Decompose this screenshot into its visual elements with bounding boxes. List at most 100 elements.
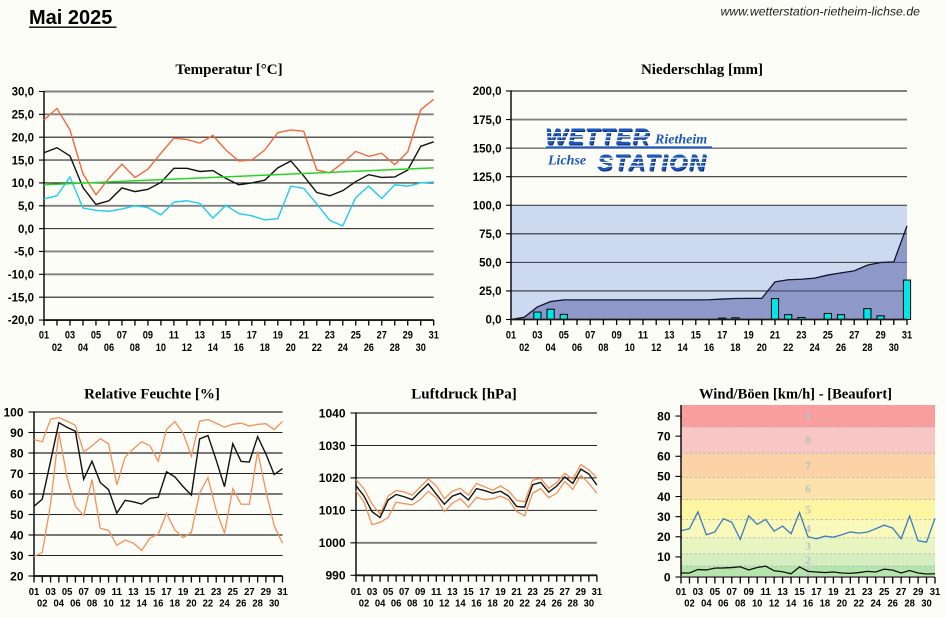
svg-text:30: 30 [657,510,671,524]
svg-text:29: 29 [913,587,924,598]
svg-text:30: 30 [921,598,932,609]
svg-text:08: 08 [598,342,608,354]
svg-text:10,0: 10,0 [12,178,34,190]
svg-text:21: 21 [770,330,780,342]
svg-text:16: 16 [803,598,814,609]
svg-text:1030: 1030 [319,439,346,453]
svg-text:11: 11 [638,330,648,342]
svg-text:05: 05 [62,587,73,598]
svg-text:19: 19 [828,587,839,598]
svg-text:12: 12 [651,342,661,354]
svg-text:24: 24 [810,342,821,354]
svg-text:21: 21 [194,587,205,598]
svg-text:31: 31 [592,587,603,598]
svg-text:14: 14 [786,598,797,609]
svg-text:05: 05 [559,330,569,342]
svg-text:04: 04 [546,342,557,354]
svg-text:02: 02 [52,342,62,354]
svg-text:22: 22 [854,598,865,609]
svg-text:10: 10 [752,598,763,609]
svg-text:11: 11 [760,587,771,598]
svg-text:40: 40 [657,490,671,504]
svg-text:Relative Feuchte [%]: Relative Feuchte [%] [84,387,220,403]
svg-text:175,0: 175,0 [473,115,502,127]
svg-text:08: 08 [130,342,140,354]
svg-text:24: 24 [535,598,546,609]
svg-text:18: 18 [260,342,270,354]
svg-text:09: 09 [95,587,106,598]
svg-text:-20,0: -20,0 [8,315,34,327]
svg-text:22: 22 [312,342,322,354]
svg-text:15: 15 [691,330,701,342]
svg-text:03: 03 [65,330,75,342]
svg-text:Rietheim: Rietheim [654,133,707,148]
svg-text:02: 02 [359,598,370,609]
svg-text:70: 70 [10,467,24,481]
svg-text:Lichse: Lichse [547,154,586,169]
svg-text:25,0: 25,0 [479,286,501,298]
svg-text:01: 01 [39,330,49,342]
svg-text:25,0: 25,0 [12,110,34,122]
svg-text:14: 14 [208,342,219,354]
svg-text:30: 30 [416,342,426,354]
svg-text:60: 60 [657,450,671,464]
svg-text:19: 19 [495,587,506,598]
svg-text:13: 13 [447,587,458,598]
svg-text:1010: 1010 [319,504,346,518]
svg-text:22: 22 [783,342,793,354]
svg-text:150,0: 150,0 [473,143,502,155]
svg-text:08: 08 [407,598,418,609]
svg-text:24: 24 [338,342,349,354]
svg-text:05: 05 [383,587,394,598]
svg-text:80: 80 [657,409,671,423]
svg-text:22: 22 [519,598,530,609]
svg-text:25: 25 [823,330,833,342]
svg-text:50: 50 [657,470,671,484]
svg-text:27: 27 [560,587,571,598]
svg-text:13: 13 [664,330,674,342]
svg-text:23: 23 [325,330,335,342]
svg-text:25: 25 [228,587,239,598]
svg-text:Temperatur [°C]: Temperatur [°C] [175,62,282,78]
svg-text:16: 16 [234,342,244,354]
svg-text:50,0: 50,0 [479,258,501,270]
svg-text:17: 17 [717,330,727,342]
svg-text:16: 16 [153,598,164,609]
svg-text:60: 60 [10,487,24,501]
svg-text:30: 30 [269,598,280,609]
svg-text:10: 10 [423,598,434,609]
svg-text:26: 26 [552,598,563,609]
svg-text:29: 29 [876,330,886,342]
svg-text:12: 12 [439,598,450,609]
svg-text:23: 23 [862,587,873,598]
svg-text:06: 06 [70,598,81,609]
svg-text:02: 02 [37,598,48,609]
svg-text:06: 06 [718,598,729,609]
svg-text:18: 18 [487,598,498,609]
svg-text:17: 17 [811,587,822,598]
svg-text:9: 9 [805,409,811,423]
svg-text:990: 990 [325,569,345,583]
svg-text:21: 21 [511,587,522,598]
svg-text:10: 10 [625,342,635,354]
svg-text:22: 22 [203,598,214,609]
svg-text:16: 16 [704,342,714,354]
svg-text:19: 19 [178,587,189,598]
svg-text:28: 28 [390,342,400,354]
svg-text:18: 18 [730,342,740,354]
svg-text:-10,0: -10,0 [8,270,34,282]
svg-text:09: 09 [143,330,153,342]
svg-text:21: 21 [299,330,309,342]
svg-text:15: 15 [463,587,474,598]
svg-text:09: 09 [612,330,622,342]
svg-text:25: 25 [351,330,361,342]
svg-text:28: 28 [568,598,579,609]
svg-text:10: 10 [103,598,114,609]
svg-text:04: 04 [375,598,386,609]
svg-text:30: 30 [584,598,595,609]
svg-text:27: 27 [377,330,387,342]
svg-text:8: 8 [805,433,811,447]
svg-text:-5,0: -5,0 [14,247,34,259]
svg-text:23: 23 [527,587,538,598]
svg-text:12: 12 [120,598,131,609]
